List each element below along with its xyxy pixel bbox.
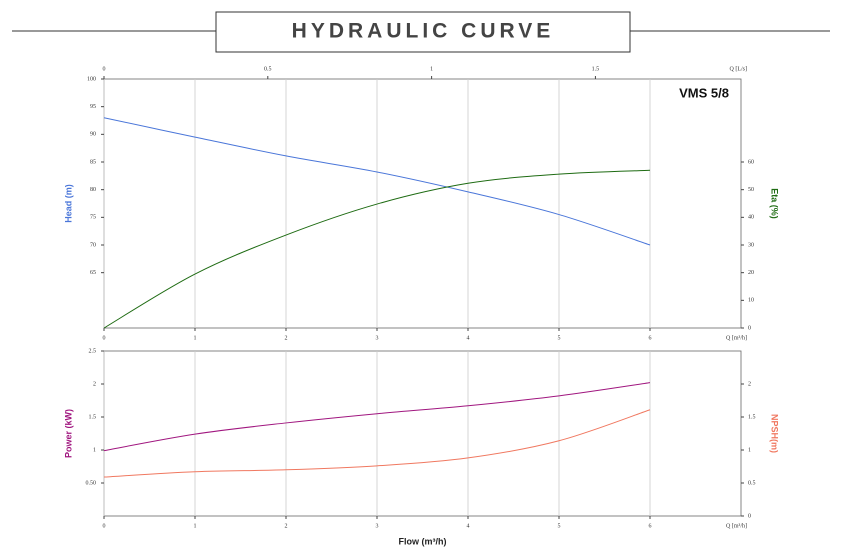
- y2-axis-label: NPSH(m): [770, 414, 780, 453]
- x-tick-label: 3: [376, 335, 379, 341]
- x-axis-end-label: Q [m³/h]: [726, 523, 747, 529]
- y-tick-label: 85: [90, 159, 96, 165]
- y2-tick-label: 1.5: [748, 414, 756, 420]
- y2-tick-label: 2: [748, 381, 751, 387]
- y-tick-label: 0.50: [86, 480, 97, 486]
- y2-tick-label: 30: [748, 242, 754, 248]
- y-tick-label: 2: [93, 381, 96, 387]
- x2-tick-label: 0: [103, 66, 106, 72]
- y-axis-label: Power (kW): [63, 409, 73, 458]
- y2-tick-label: 50: [748, 187, 754, 193]
- y2-tick-label: 40: [748, 215, 754, 221]
- x-tick-label: 5: [558, 523, 561, 529]
- title-box: [215, 11, 631, 53]
- y-tick-label: 90: [90, 132, 96, 138]
- y-tick-label: 70: [90, 242, 96, 248]
- series-line: [103, 382, 651, 452]
- chart-title: HYDRAULIC CURVE: [292, 20, 555, 43]
- x-tick-label: 6: [649, 523, 652, 529]
- y-tick-label: 80: [90, 187, 96, 193]
- x-tick-label: 2: [285, 335, 288, 341]
- y-axis-label: Head (m): [63, 184, 73, 223]
- y-tick-label: 75: [90, 215, 96, 221]
- y2-tick-label: 20: [748, 270, 754, 276]
- annotation: VMS 5/8: [679, 85, 729, 100]
- x-tick-label: 4: [467, 523, 470, 529]
- y2-tick-label: 10: [748, 298, 754, 304]
- x-tick-label: 5: [558, 335, 561, 341]
- x-tick-label: 6: [649, 335, 652, 341]
- x-tick-label: 3: [376, 523, 379, 529]
- series-line: [103, 169, 651, 329]
- y2-axis-label: Eta (%): [770, 188, 780, 219]
- x-tick-label: 4: [467, 335, 470, 341]
- y-tick-label: 2.5: [89, 348, 97, 354]
- y2-tick-label: 1: [748, 447, 751, 453]
- y-tick-label: 95: [90, 104, 96, 110]
- y2-tick-label: 60: [748, 159, 754, 165]
- x2-tick-label: 1: [430, 66, 433, 72]
- x-axis-end-label: Q [m³/h]: [726, 335, 747, 341]
- x2-tick-label: 1.5: [592, 66, 600, 72]
- y-tick-label: 1.5: [89, 414, 97, 420]
- series-line: [103, 117, 651, 246]
- x-axis-label: Flow (m³/h): [399, 536, 447, 546]
- y-tick-label: 1: [93, 447, 96, 453]
- x-tick-label: 0: [103, 523, 106, 529]
- y-tick-label: 65: [90, 270, 96, 276]
- series-line: [103, 409, 651, 478]
- y-tick-label: 100: [87, 76, 96, 82]
- x-tick-label: 1: [194, 335, 197, 341]
- y2-tick-label: 0: [748, 325, 751, 331]
- x2-axis-end-label: Q [L/s]: [730, 66, 748, 72]
- x-tick-label: 2: [285, 523, 288, 529]
- x-tick-label: 0: [103, 335, 106, 341]
- y2-tick-label: 0.5: [748, 480, 756, 486]
- x2-tick-label: 0.5: [264, 66, 272, 72]
- y2-tick-label: 0: [748, 513, 751, 519]
- x-tick-label: 1: [194, 523, 197, 529]
- plot-area: [103, 78, 742, 329]
